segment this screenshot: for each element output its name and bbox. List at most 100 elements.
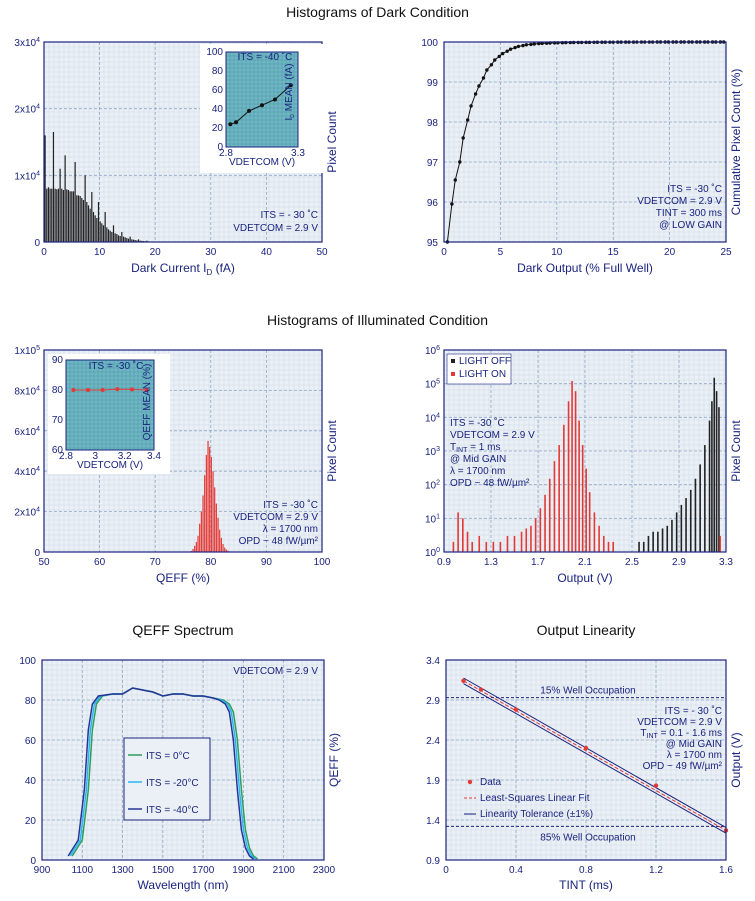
histogram-bar-light-off <box>661 528 664 552</box>
histogram-bar <box>62 190 65 242</box>
inset-x-tick-label: 3.4 <box>147 451 161 462</box>
data-point <box>478 687 484 692</box>
dark-hist-grid <box>43 41 322 243</box>
histogram-bar <box>210 457 212 552</box>
y-tick-label-mantissa: 1x10 <box>14 171 36 182</box>
histogram-bar-light-on <box>571 381 573 552</box>
y-tick-label: 8x104 <box>14 385 40 397</box>
histogram-bar <box>197 535 199 552</box>
histogram-bar <box>124 237 126 242</box>
well-occupation-label: 15% Well Occupation <box>540 686 635 697</box>
inset-y-tick-label: 60 <box>212 85 224 96</box>
data-point <box>473 92 478 96</box>
output-linearity-chart: Output Linearity 15% Well Occupation 85% W… <box>426 622 743 892</box>
inset-y-tick-label: 0 <box>217 142 223 153</box>
x-tick-label: 15 <box>608 247 620 258</box>
histogram-bar <box>141 240 143 242</box>
annotation-line: OPD ~ 48 fW/µm² <box>450 478 530 489</box>
x-axis-label: Wavelength (nm) <box>138 878 229 892</box>
y-tick-label-mantissa: 8x10 <box>14 386 36 397</box>
histogram-bar <box>49 188 51 242</box>
x-tick-label: 3.3 <box>719 557 733 568</box>
inset-y-tick-label: 70 <box>52 415 64 426</box>
histogram-bar-light-off <box>708 420 711 552</box>
inset-x-axis-label: VDETCOM (V) <box>229 157 295 168</box>
annotation-line: @ LOW GAIN <box>659 220 722 231</box>
y-tick-label-mantissa: 10 <box>425 447 437 458</box>
legend-label: ITS = 0°C <box>146 751 190 762</box>
inset-y-tick-label: 80 <box>212 66 224 77</box>
x-tick-label: 20 <box>664 247 676 258</box>
histogram-bar <box>199 523 201 552</box>
inset-data-point <box>247 108 252 113</box>
y-tick-label-mantissa: 2x10 <box>14 508 36 519</box>
legend-label: LIGHT ON <box>459 369 506 380</box>
y-tick-label-mantissa: 0 <box>34 238 40 249</box>
histogram-bar-light-on <box>478 535 481 552</box>
histogram-bar-light-off <box>713 377 716 552</box>
histogram-bar-light-off <box>715 391 718 552</box>
histogram-bar <box>66 189 68 242</box>
data-point <box>529 42 533 47</box>
histogram-bar <box>96 218 98 242</box>
data-point <box>513 45 517 50</box>
inset-border <box>65 359 155 451</box>
x-tick-label: 5 <box>498 247 504 258</box>
inset-data-point <box>272 97 277 102</box>
y-tick-label: 60 <box>25 736 37 747</box>
histogram-bar <box>111 232 113 242</box>
x-tick-label: 60 <box>94 557 106 568</box>
histogram-bar <box>119 236 121 242</box>
y-tick-label-mantissa: 10 <box>425 346 437 357</box>
histogram-bar <box>139 240 141 242</box>
y-tick-label-mantissa: 10 <box>425 413 437 424</box>
data-point <box>481 76 486 80</box>
legend-swatch-data <box>467 779 473 785</box>
y-tick-label: 98 <box>427 118 439 129</box>
inset-y-tick-label: 20 <box>212 123 224 134</box>
legend-swatch <box>451 359 455 363</box>
histogram-bar <box>91 192 93 242</box>
histogram-bar <box>77 195 80 242</box>
y-tick-label-mantissa: 6x10 <box>14 427 36 438</box>
histogram-bar <box>44 135 46 242</box>
inset-data-point <box>144 388 149 392</box>
data-point <box>489 63 494 67</box>
histogram-bar <box>94 215 96 242</box>
histogram-bar-light-on <box>457 512 459 552</box>
x-tick-label: 30 <box>205 247 217 258</box>
annotation-line: VDETCOM = 2.9 V <box>233 512 318 523</box>
histogram-bar <box>220 537 222 552</box>
data-point <box>521 43 525 48</box>
histogram-bar <box>224 547 226 552</box>
annotation-line: TINT = 1 ms <box>450 442 500 454</box>
annotation-line: VDETCOM = 2.9 V <box>637 196 722 207</box>
histogram-bar-light-off <box>642 541 645 552</box>
dark-cum-border <box>443 41 727 243</box>
inset-y-tick-label: 40 <box>212 104 224 115</box>
histogram-bar <box>56 189 58 242</box>
y-tick-label: 106 <box>425 345 440 357</box>
x-tick-label: 90 <box>261 557 273 568</box>
histogram-bar <box>136 240 138 242</box>
histogram-bar <box>127 238 130 242</box>
data-point <box>524 43 529 47</box>
data-point <box>477 84 481 88</box>
y-tick-label-mantissa: 10 <box>425 548 437 559</box>
histogram-bar <box>137 239 140 242</box>
legend-label: ITS = -20°C <box>146 778 199 789</box>
histogram-bar-light-on <box>563 424 565 552</box>
histogram-bar-light-on <box>585 468 587 552</box>
y-tick-label: 0.9 <box>426 856 440 867</box>
histogram-bar-light-on <box>588 492 591 552</box>
histogram-bar-light-on <box>607 541 610 552</box>
histogram-bar-light-on <box>499 541 502 552</box>
annotation-line: TINT = 300 ms <box>656 208 722 219</box>
legend-box <box>446 353 512 385</box>
y-tick-label-mantissa: 0 <box>34 548 40 559</box>
y-tick-label-exponent: 4 <box>36 37 40 44</box>
y-tick-label: 0 <box>34 238 40 249</box>
x-tick-label: 40 <box>261 247 273 258</box>
inset-data-point <box>115 387 120 392</box>
lin-border <box>445 659 727 861</box>
